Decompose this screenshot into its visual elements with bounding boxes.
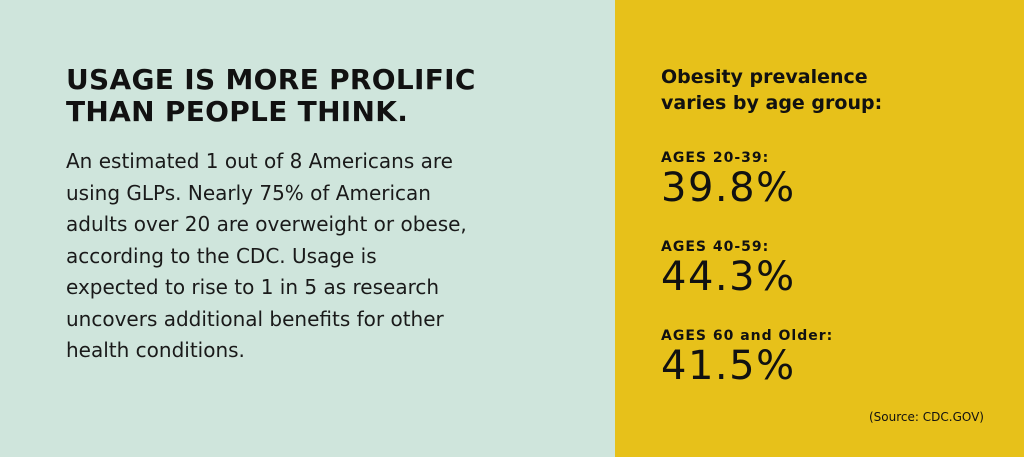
paragraph-line: uncovers additional benefits for other	[66, 306, 444, 331]
stat-label: AGES 40-59:	[661, 239, 770, 255]
stat-label: AGES 20-39:	[661, 150, 770, 166]
stat: AGES 40-59: 44.3%	[661, 239, 796, 299]
heading-line: THAN PEOPLE THINK.	[66, 95, 409, 128]
title-line: varies by age group:	[661, 92, 883, 114]
paragraph-line: health conditions.	[66, 338, 245, 362]
left-panel: USAGE IS MORE PROLIFIC THAN PEOPLE THINK.…	[0, 0, 615, 457]
stat-value: 39.8%	[661, 165, 796, 211]
paragraph-line: adults over 20 are overweight or obese,	[66, 212, 467, 236]
stat: AGES 20-39: 39.8%	[661, 150, 796, 210]
paragraph-line: using GLPs. Nearly 75% of American	[66, 180, 431, 205]
source: (Source: CDC.GOV)	[869, 410, 984, 424]
paragraph-line: according to the CDC. Usage is	[66, 243, 377, 268]
stat-value: 41.5%	[661, 343, 796, 389]
heading-line: USAGE IS MORE PROLIFIC	[66, 63, 476, 96]
paragraph-line: expected to rise to 1 in 5 as research	[66, 275, 440, 299]
paragraph: An estimated 1 out of 8 Americans are usi…	[66, 146, 467, 367]
stat: AGES 60 and Older: 41.5%	[661, 328, 833, 388]
title-line: Obesity prevalence	[661, 66, 868, 88]
stat-label: AGES 60 and Older:	[661, 328, 834, 344]
paragraph-line: An estimated 1 out of 8 Americans are	[66, 149, 453, 173]
stat-value: 44.3%	[661, 254, 796, 300]
stats-title: Obesity prevalence varies by age group:	[661, 64, 882, 116]
right-panel: Obesity prevalence varies by age group: (…	[615, 0, 1024, 457]
heading: USAGE IS MORE PROLIFIC THAN PEOPLE THINK.	[66, 64, 476, 128]
